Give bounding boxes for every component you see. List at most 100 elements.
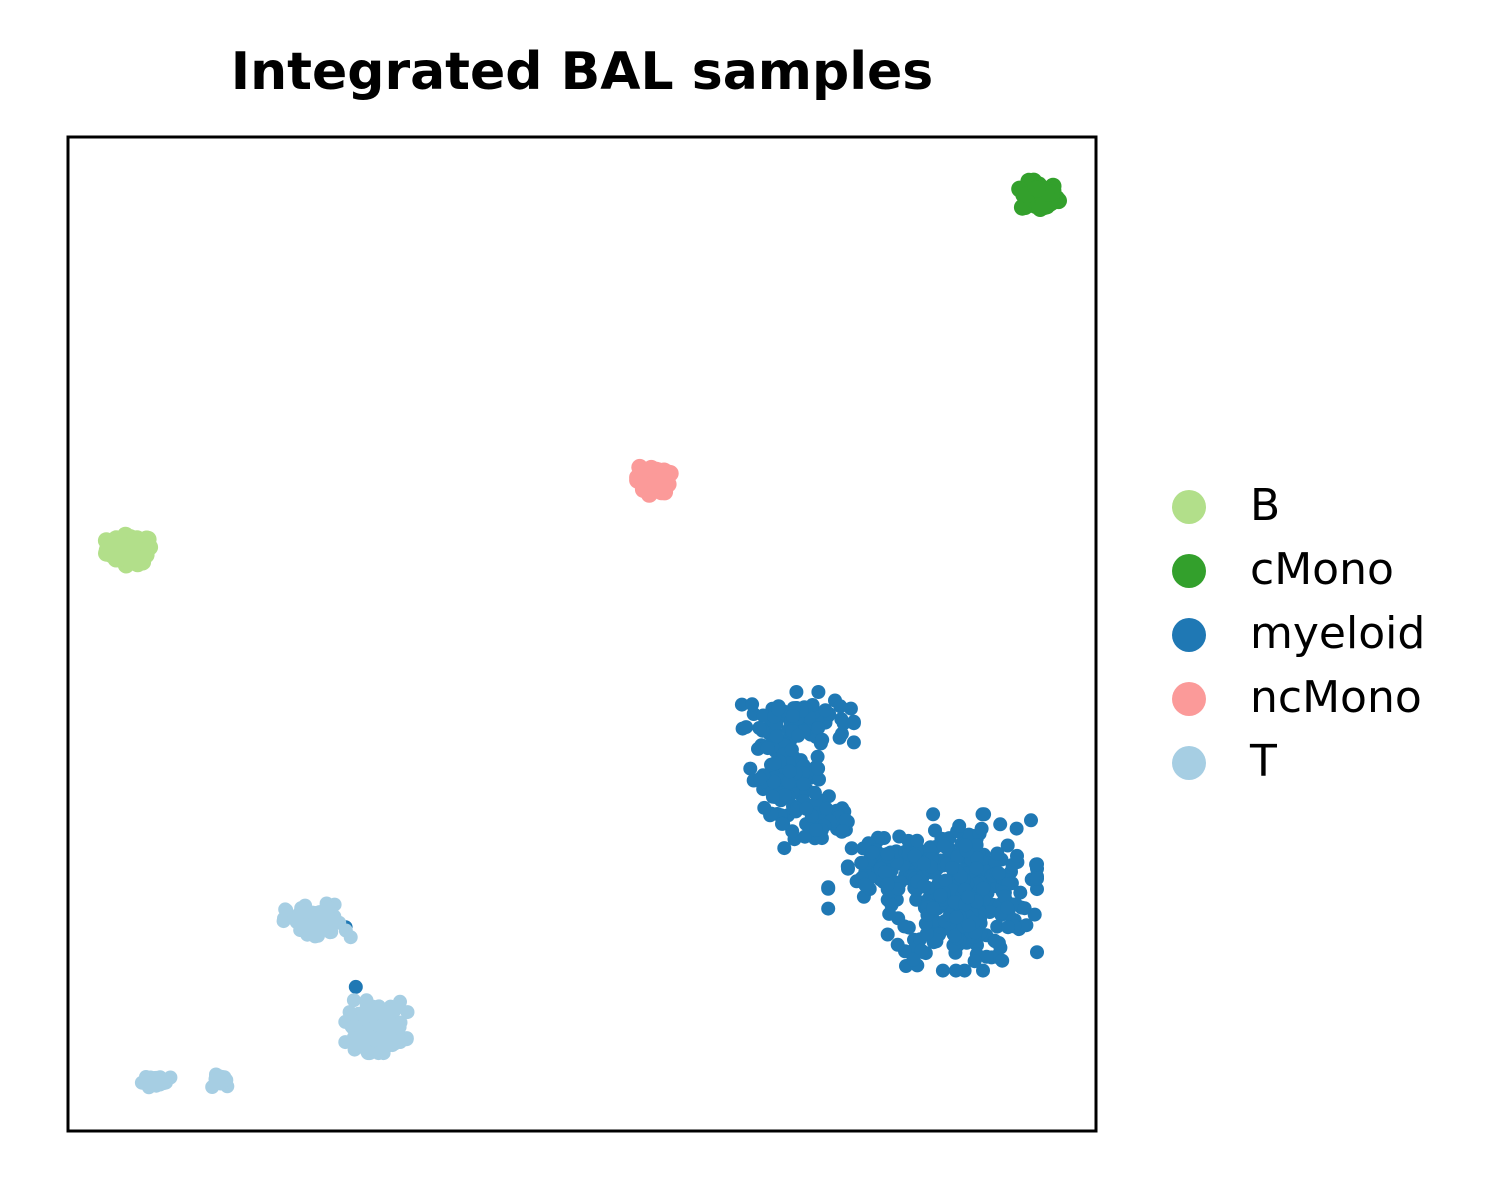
legend-label: ncMono [1250, 672, 1422, 723]
point-myeloid [815, 732, 830, 747]
point-myeloid [961, 890, 975, 905]
point-b [141, 538, 159, 556]
point-myeloid [882, 906, 897, 921]
point-myeloid [799, 801, 814, 816]
point-myeloid [846, 735, 861, 750]
legend-label: cMono [1250, 544, 1394, 595]
point-myeloid [745, 697, 760, 712]
point-myeloid [771, 702, 786, 717]
point-myeloid [880, 927, 895, 942]
point-myeloid [906, 952, 921, 967]
point-myeloid [739, 720, 754, 735]
point-myeloid [843, 701, 858, 716]
series-cmono [1011, 172, 1067, 218]
point-myeloid [910, 833, 925, 848]
point-myeloid [775, 816, 789, 831]
point-myeloid [789, 685, 804, 699]
point-ncmono [640, 486, 658, 503]
point-t [321, 900, 336, 915]
point-myeloid [1030, 871, 1044, 886]
point-myeloid [1029, 857, 1044, 872]
point-myeloid [880, 877, 895, 892]
point-myeloid [993, 817, 1008, 832]
point-myeloid [988, 934, 1003, 949]
point-myeloid [880, 846, 895, 861]
point-myeloid [818, 703, 833, 718]
point-myeloid [811, 685, 826, 699]
legend-marker [1172, 746, 1206, 780]
point-myeloid [1027, 907, 1042, 922]
point-myeloid [961, 827, 976, 842]
point-t [152, 1077, 167, 1092]
legend-marker [1172, 554, 1206, 588]
point-t [374, 1044, 389, 1058]
legend-label: T [1250, 736, 1277, 787]
point-myeloid [976, 963, 990, 978]
point-myeloid [781, 775, 796, 790]
point-myeloid [807, 785, 822, 800]
point-myeloid [977, 807, 992, 822]
points-layer [97, 172, 1067, 1095]
point-myeloid [1010, 848, 1024, 863]
point-myeloid [791, 728, 806, 743]
point-myeloid [952, 818, 967, 833]
point-myeloid [936, 839, 951, 854]
point-myeloid [809, 823, 823, 837]
point-myeloid [926, 807, 941, 822]
point-myeloid [752, 721, 767, 735]
point-myeloid [967, 954, 982, 969]
point-myeloid [767, 756, 782, 771]
point-myeloid [982, 905, 997, 919]
point-myeloid [1030, 945, 1044, 960]
point-myeloid [1000, 838, 1015, 853]
point-myeloid [947, 928, 962, 943]
point-myeloid [811, 721, 826, 736]
point-myeloid [835, 824, 850, 839]
legend-marker [1172, 618, 1206, 652]
point-myeloid [854, 855, 869, 870]
chart-title: Integrated BAL samples [230, 42, 934, 102]
point-myeloid [1013, 885, 1028, 900]
point-myeloid [891, 882, 906, 896]
point-myeloid [1024, 813, 1038, 828]
point-myeloid [858, 877, 873, 892]
point-myeloid [766, 774, 781, 789]
point-myeloid [1000, 900, 1015, 915]
point-myeloid [897, 919, 912, 934]
point-myeloid [979, 949, 994, 964]
point-t [323, 925, 337, 940]
point-myeloid [1001, 920, 1015, 935]
point-myeloid [997, 889, 1012, 904]
legend-label: myeloid [1250, 608, 1426, 659]
point-myeloid [832, 730, 847, 745]
point-myeloid [916, 856, 931, 871]
legend-marker [1172, 682, 1206, 716]
point-myeloid [935, 963, 950, 978]
point-myeloid [819, 801, 834, 816]
point-t [211, 1070, 226, 1085]
point-myeloid [1017, 901, 1032, 916]
point-myeloid [844, 841, 859, 856]
point-myeloid [976, 881, 991, 896]
point-myeloid [769, 729, 784, 744]
point-t [357, 1025, 371, 1040]
point-myeloid [796, 777, 811, 791]
point-myeloid [916, 878, 931, 893]
point-myeloid [757, 800, 772, 815]
point-myeloid [810, 749, 825, 764]
legend-label: B [1250, 480, 1281, 531]
point-t [358, 1010, 373, 1025]
point-myeloid [914, 943, 929, 958]
point-myeloid [765, 789, 780, 804]
point-myeloid [734, 697, 749, 712]
point-myeloid [991, 866, 1006, 881]
point-myeloid [811, 761, 826, 776]
point-t [278, 902, 293, 917]
point-cmono [1029, 180, 1046, 198]
point-myeloid [756, 708, 771, 723]
point-t [293, 923, 308, 938]
point-myeloid [782, 764, 797, 779]
point-t [346, 993, 361, 1008]
point-myeloid [833, 699, 848, 714]
point-myeloid [1009, 821, 1024, 836]
